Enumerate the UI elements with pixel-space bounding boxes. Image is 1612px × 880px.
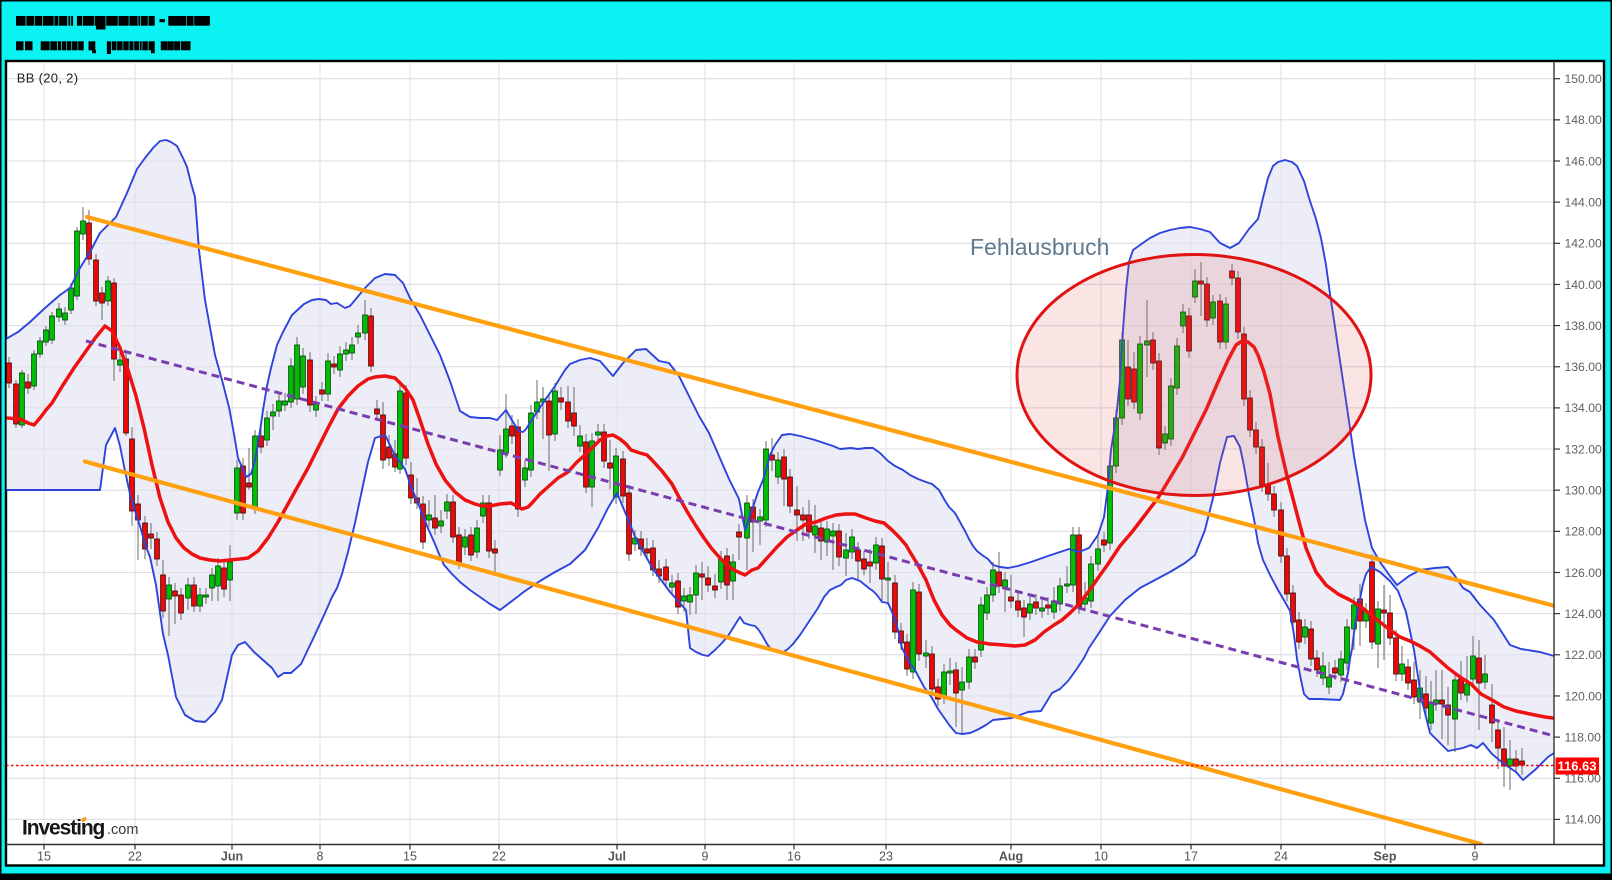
svg-text:116.63: 116.63: [1557, 759, 1596, 774]
svg-text:Sep: Sep: [1374, 850, 1397, 864]
svg-text:142.00: 142.00: [1565, 237, 1602, 251]
svg-text:15: 15: [403, 850, 417, 864]
svg-text:150.00: 150.00: [1565, 72, 1602, 86]
svg-text:138.00: 138.00: [1565, 319, 1602, 333]
svg-text:146.00: 146.00: [1565, 154, 1602, 168]
svg-text:Aug: Aug: [999, 850, 1023, 864]
svg-text:Fehlausbruch: Fehlausbruch: [970, 234, 1109, 260]
svg-text:148.00: 148.00: [1565, 113, 1602, 127]
svg-text:140.00: 140.00: [1565, 278, 1602, 292]
svg-text:144.00: 144.00: [1565, 195, 1602, 209]
svg-text:8: 8: [317, 850, 324, 864]
svg-text:124.00: 124.00: [1565, 607, 1602, 621]
svg-text:9: 9: [1472, 850, 1479, 864]
svg-text:9: 9: [702, 850, 709, 864]
svg-text:Jun: Jun: [221, 850, 243, 864]
svg-text:16: 16: [787, 850, 801, 864]
svg-text:10: 10: [1094, 850, 1108, 864]
svg-text:136.00: 136.00: [1565, 360, 1602, 374]
svg-text:130.00: 130.00: [1565, 484, 1602, 498]
svg-text:Jul: Jul: [608, 850, 626, 864]
svg-text:128.00: 128.00: [1565, 525, 1602, 539]
svg-text:23: 23: [879, 850, 893, 864]
svg-text:114.00: 114.00: [1565, 813, 1602, 827]
svg-text:126.00: 126.00: [1565, 566, 1602, 580]
svg-text:17: 17: [1184, 850, 1198, 864]
svg-text:116.00: 116.00: [1565, 772, 1602, 786]
svg-text:Investing: Investing: [22, 817, 105, 840]
svg-text:122.00: 122.00: [1565, 648, 1602, 662]
svg-text:.com: .com: [107, 822, 138, 838]
svg-text:BB (20, 2): BB (20, 2): [17, 71, 79, 86]
svg-text:22: 22: [128, 850, 142, 864]
svg-text:22: 22: [492, 850, 506, 864]
svg-text:134.00: 134.00: [1565, 401, 1602, 415]
svg-text:118.00: 118.00: [1565, 730, 1602, 744]
svg-text:15: 15: [37, 850, 51, 864]
svg-text:132.00: 132.00: [1565, 442, 1602, 456]
svg-text:120.00: 120.00: [1565, 689, 1602, 703]
svg-text:24: 24: [1274, 850, 1288, 864]
